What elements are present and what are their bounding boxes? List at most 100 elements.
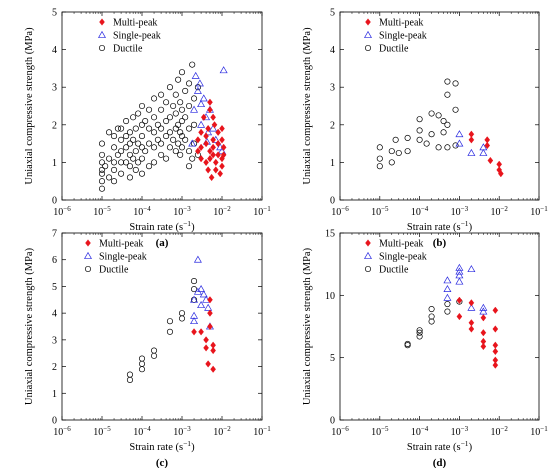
x-axis-title-main: Strain rate (s xyxy=(407,222,461,233)
y-tick-label: 4 xyxy=(330,45,335,56)
y-axis-title: Uniaxial compressive strength (MPa) xyxy=(24,27,35,185)
data-point xyxy=(479,303,488,311)
x-tick-exp: −2 xyxy=(500,205,508,213)
data-point xyxy=(182,87,189,95)
data-point xyxy=(190,295,199,303)
panel-label: (d) xyxy=(433,457,447,468)
series-multi-peak xyxy=(456,296,499,369)
data-point xyxy=(190,278,198,285)
y-tick-label: 2 xyxy=(52,120,57,131)
x-tick-label: 10−3 xyxy=(451,425,469,438)
data-point xyxy=(166,144,174,151)
data-point xyxy=(193,255,202,263)
x-axis-title-main: Strain rate (s xyxy=(129,222,183,233)
y-tick-label: 1 xyxy=(52,389,57,400)
data-point xyxy=(126,129,134,136)
panel-label: (a) xyxy=(156,237,169,249)
data-point xyxy=(163,155,170,162)
data-point xyxy=(126,174,134,181)
data-point xyxy=(455,130,464,138)
legend-marker xyxy=(84,265,92,273)
x-tick-label: 10−1 xyxy=(253,205,271,218)
y-tick-label: 5 xyxy=(330,8,335,19)
x-tick-label: 10−3 xyxy=(173,205,191,218)
y-tick-label: 3 xyxy=(330,83,335,94)
x-tick-base: 10 xyxy=(411,427,421,438)
x-tick-label: 10−5 xyxy=(93,205,111,218)
data-point xyxy=(138,102,146,110)
legend-label: Multi-peak xyxy=(113,18,157,29)
data-point xyxy=(172,91,179,98)
x-tick-base: 10 xyxy=(530,207,540,218)
legend-marker xyxy=(365,239,371,247)
data-point xyxy=(132,148,139,155)
x-tick-base: 10 xyxy=(133,207,143,218)
data-point xyxy=(195,147,201,155)
data-point xyxy=(467,303,476,311)
data-point xyxy=(178,310,186,317)
data-point xyxy=(207,106,213,114)
legend-marker xyxy=(364,265,372,273)
data-point xyxy=(416,136,423,143)
data-point xyxy=(444,78,451,85)
x-axis-title-sup: −1 xyxy=(461,439,469,448)
data-point xyxy=(492,347,499,356)
y-tick-label: 4 xyxy=(52,45,57,56)
data-point xyxy=(138,366,146,373)
data-point xyxy=(492,325,499,333)
x-tick-exp: −6 xyxy=(341,425,349,433)
x-tick-label: 10−6 xyxy=(53,425,71,438)
data-point xyxy=(98,178,106,185)
x-axis-title-end: ) xyxy=(469,222,473,233)
legend-marker xyxy=(85,239,91,247)
data-point xyxy=(190,317,199,325)
data-point xyxy=(492,341,499,349)
x-tick-label: 10−4 xyxy=(411,205,429,218)
x-tick-exp: −3 xyxy=(461,425,469,433)
panel-label: (b) xyxy=(433,237,447,249)
legend-label: Single-peak xyxy=(379,252,427,263)
x-tick-exp: −5 xyxy=(103,425,111,433)
data-point xyxy=(177,129,184,136)
data-point xyxy=(145,163,153,170)
data-point xyxy=(416,327,423,334)
data-point xyxy=(215,151,221,159)
data-point xyxy=(468,319,475,327)
data-point xyxy=(118,148,125,155)
data-point xyxy=(203,139,209,148)
data-point xyxy=(443,284,452,292)
y-tick-label: 4 xyxy=(52,309,57,320)
data-point xyxy=(193,86,202,94)
x-tick-exp: −2 xyxy=(500,425,508,433)
data-point xyxy=(210,151,216,159)
data-point xyxy=(404,148,411,155)
data-point xyxy=(215,128,221,136)
data-point xyxy=(158,151,165,158)
data-point xyxy=(467,265,476,273)
legend-label: Single-peak xyxy=(99,252,147,263)
x-tick-label: 10−1 xyxy=(253,425,271,438)
data-point xyxy=(219,124,225,133)
data-point xyxy=(210,113,216,121)
y-tick-label: 5 xyxy=(52,8,57,19)
x-axis-title-sup: −1 xyxy=(183,219,191,228)
data-point xyxy=(98,166,106,173)
x-tick-base: 10 xyxy=(451,207,461,218)
data-point xyxy=(207,155,213,163)
x-axis-title-main: Strain rate (s xyxy=(407,442,461,453)
x-tick-base: 10 xyxy=(93,427,103,438)
data-point xyxy=(416,329,423,336)
x-tick-label: 10−4 xyxy=(133,425,151,438)
data-point xyxy=(197,120,206,128)
data-point xyxy=(428,318,435,325)
data-point xyxy=(444,121,451,128)
data-point xyxy=(210,346,216,355)
x-tick-exp: −3 xyxy=(461,205,469,213)
data-point xyxy=(110,159,118,166)
data-point xyxy=(166,129,174,136)
y-tick-label: 1 xyxy=(52,158,57,169)
data-point xyxy=(142,117,149,125)
data-point xyxy=(150,129,158,136)
